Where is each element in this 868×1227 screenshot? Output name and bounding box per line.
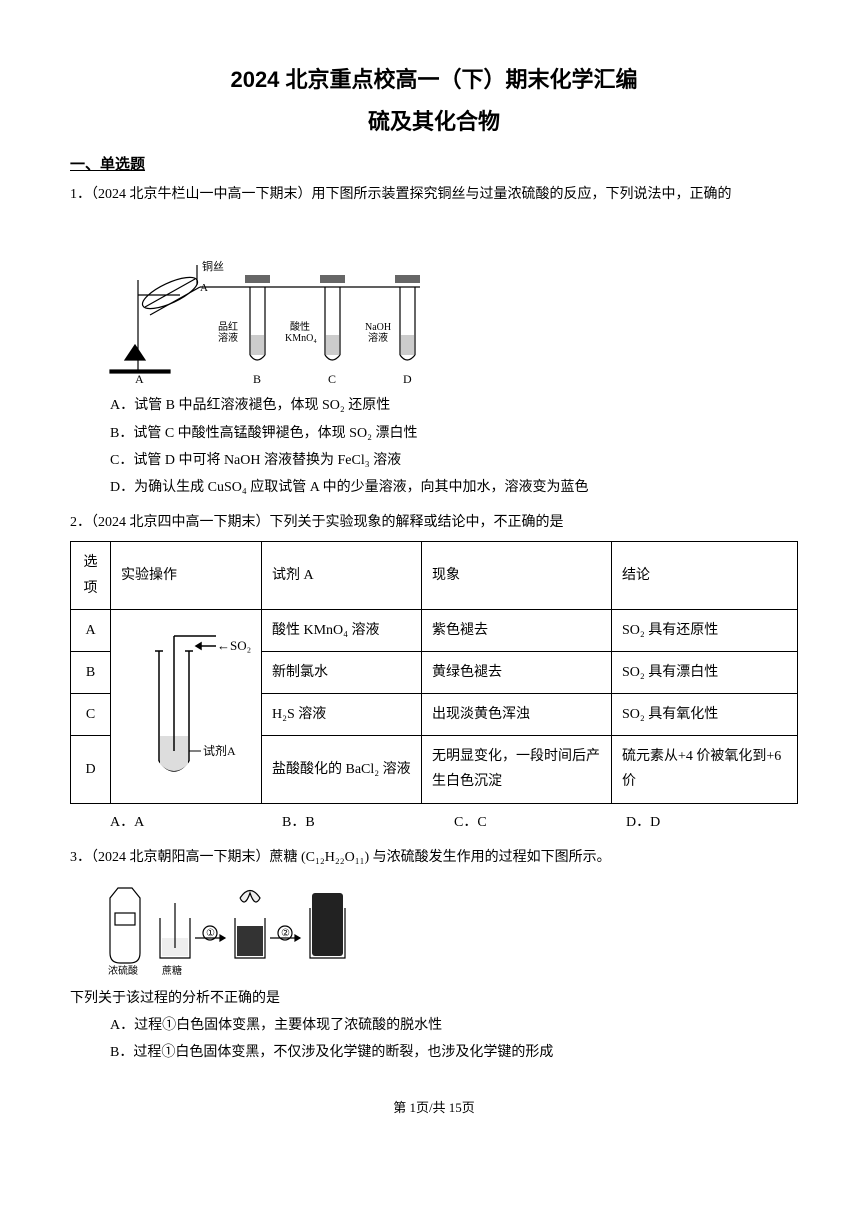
cell-reagent: H₂S 溶液: [262, 694, 422, 736]
cell-opt: D: [71, 736, 111, 803]
q1-apparatus-diagram: 铜丝 A 品红 溶液 酸性 KMnO₄ NaOH: [90, 215, 450, 385]
svg-text:C: C: [328, 372, 336, 385]
cell-opt: A: [71, 609, 111, 651]
svg-text:NaOH: NaOH: [365, 322, 391, 333]
cell-concl: 硫元素从+4 价被氧化到+6 价: [612, 736, 798, 803]
th-reagent: 试剂 A: [262, 542, 422, 609]
q3-option-b: B．过程①白色固体变黑，不仅涉及化学键的断裂，也涉及化学键的形成: [70, 1040, 798, 1065]
q1-option-b: B．试管 C 中酸性高锰酸钾褪色，体现 SO₂ 漂白性: [70, 421, 798, 446]
cell-reagent: 新制氯水: [262, 651, 422, 693]
q2-choice-a: A．A: [110, 810, 282, 835]
svg-text:①: ①: [206, 928, 215, 939]
cell-concl: SO₂ 具有漂白性: [612, 651, 798, 693]
q3-process-diagram: 浓硫酸 蔗糖 ① ②: [90, 878, 370, 978]
cell-reagent: 盐酸酸化的 BaCl₂ 溶液: [262, 736, 422, 803]
q3-subtext: 下列关于该过程的分析不正确的是: [70, 986, 798, 1011]
q2-choice-b: B．B: [282, 810, 454, 835]
q2-table: 选项 实验操作 试剂 A 现象 结论 A: [70, 541, 798, 803]
svg-text:浓硫酸: 浓硫酸: [108, 964, 138, 977]
test-tube-diagram: ←SO₂ 试剂A: [121, 626, 251, 786]
q3-option-a: A．过程①白色固体变黑，主要体现了浓硫酸的脱水性: [70, 1013, 798, 1038]
svg-text:铜丝: 铜丝: [202, 259, 224, 273]
question-2: 2．（2024 北京四中高一下期末）下列关于实验现象的解释或结论中，不正确的是 …: [70, 510, 798, 835]
q1-option-c: C．试管 D 中可将 NaOH 溶液替换为 FeCl₃ 溶液: [70, 448, 798, 473]
svg-text:②: ②: [281, 928, 290, 939]
svg-text:D: D: [403, 372, 412, 385]
th-option: 选项: [71, 542, 111, 609]
q2-choice-d: D．D: [626, 810, 798, 835]
main-title: 2024 北京重点校高一（下）期末化学汇编: [70, 60, 798, 100]
q1-option-a: A．试管 B 中品红溶液褪色，体现 SO₂ 还原性: [70, 393, 798, 418]
table-row: A: [71, 609, 798, 651]
page-footer: 第 1页/共 15页: [70, 1096, 798, 1119]
cell-concl: SO₂ 具有氧化性: [612, 694, 798, 736]
svg-text:溶液: 溶液: [368, 331, 388, 344]
svg-text:KMnO₄: KMnO₄: [285, 333, 317, 344]
cell-reagent: 酸性 KMnO₄ 溶液: [262, 609, 422, 651]
th-conclusion: 结论: [612, 542, 798, 609]
section-header: 一、单选题: [70, 151, 798, 178]
q2-text: 2．（2024 北京四中高一下期末）下列关于实验现象的解释或结论中，不正确的是: [70, 510, 798, 535]
cell-phenom: 出现淡黄色浑浊: [422, 694, 612, 736]
question-1: 1．（2024 北京牛栏山一中高一下期末）用下图所示装置探究铜丝与过量浓硫酸的反…: [70, 182, 798, 500]
cell-phenom: 紫色褪去: [422, 609, 612, 651]
table-header-row: 选项 实验操作 试剂 A 现象 结论: [71, 542, 798, 609]
svg-text:A: A: [135, 372, 144, 385]
th-operation: 实验操作: [111, 542, 262, 609]
cell-opt: B: [71, 651, 111, 693]
svg-text:蔗糖: 蔗糖: [162, 964, 182, 977]
svg-text:←SO₂: ←SO₂: [217, 638, 251, 653]
q3-text: 3．（2024 北京朝阳高一下期末）蔗糖 (C₁₂H₂₂O₁₁) 与浓硫酸发生作…: [70, 845, 798, 870]
svg-text:酸性: 酸性: [290, 320, 310, 333]
svg-text:B: B: [253, 372, 261, 385]
cell-phenom: 无明显变化，一段时间后产生白色沉淀: [422, 736, 612, 803]
sub-title: 硫及其化合物: [70, 102, 798, 142]
cell-concl: SO₂ 具有还原性: [612, 609, 798, 651]
q1-text: 1．（2024 北京牛栏山一中高一下期末）用下图所示装置探究铜丝与过量浓硫酸的反…: [70, 182, 798, 207]
label-b-text: 品红: [218, 320, 238, 333]
th-phenomenon: 现象: [422, 542, 612, 609]
q2-choice-c: C．C: [454, 810, 626, 835]
q2-choices: A．A B．B C．C D．D: [70, 810, 798, 835]
cell-opt: C: [71, 694, 111, 736]
svg-text:A: A: [200, 282, 208, 294]
question-3: 3．（2024 北京朝阳高一下期末）蔗糖 (C₁₂H₂₂O₁₁) 与浓硫酸发生作…: [70, 845, 798, 1066]
svg-text:试剂A: 试剂A: [203, 743, 236, 758]
cell-phenom: 黄绿色褪去: [422, 651, 612, 693]
cell-diagram: ←SO₂ 试剂A: [111, 609, 262, 803]
svg-text:溶液: 溶液: [218, 331, 238, 344]
q1-option-d: D．为确认生成 CuSO₄ 应取试管 A 中的少量溶液，向其中加水，溶液变为蓝色: [70, 475, 798, 500]
